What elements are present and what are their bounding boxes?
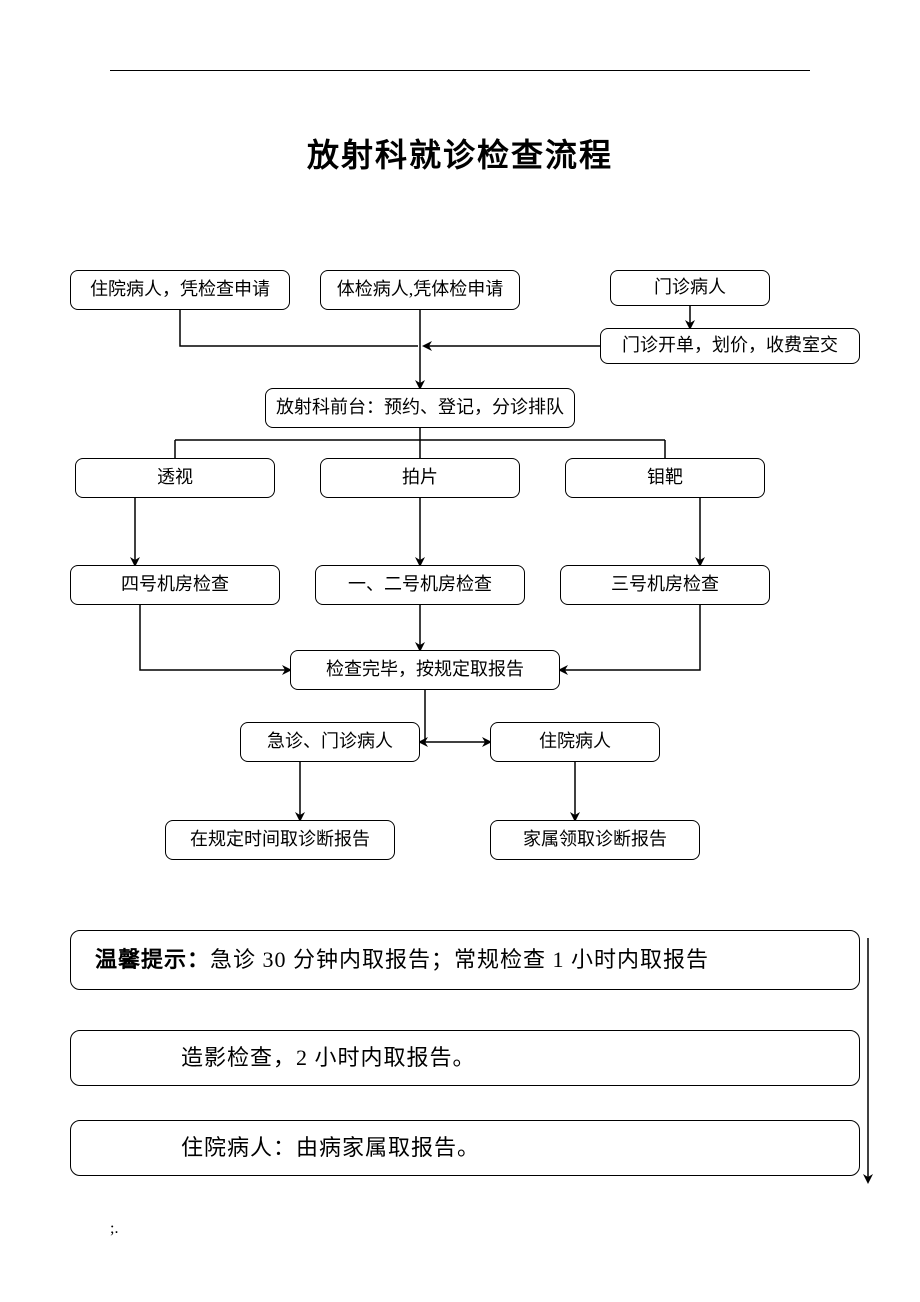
note-box-1: 温馨提示： 急诊 30 分钟内取报告；常规检查 1 小时内取报告 (70, 930, 860, 990)
footer-mark: ;. (110, 1220, 118, 1238)
flow-node-n10: 一、二号机房检查 (315, 565, 525, 605)
flowchart: 住院病人，凭检查申请体检病人,凭体检申请 门诊病人门诊开单，划价，收费室交放射科前… (0, 0, 920, 1302)
flow-node-n3: 门诊病人 (610, 270, 770, 306)
page: 放射科就诊检查流程 (0, 0, 920, 1302)
flow-node-n2: 体检病人,凭体检申请 (320, 270, 520, 310)
flow-node-n13: 急诊、门诊病人 (240, 722, 420, 762)
note-text: 造影检查，2 小时内取报告。 (181, 1044, 476, 1073)
note-text: 急诊 30 分钟内取报告；常规检查 1 小时内取报告 (210, 946, 709, 975)
note-text: 住院病人：由病家属取报告。 (181, 1134, 480, 1163)
note-box-3: 住院病人：由病家属取报告。 (70, 1120, 860, 1176)
flow-node-n15: 在规定时间取诊断报告 (165, 820, 395, 860)
flow-node-n16: 家属领取诊断报告 (490, 820, 700, 860)
flow-node-n1: 住院病人，凭检查申请 (70, 270, 290, 310)
flow-node-n12: 检查完毕，按规定取报告 (290, 650, 560, 690)
flow-node-n11: 三号机房检查 (560, 565, 770, 605)
flow-node-n5: 放射科前台：预约、登记，分诊排队 (265, 388, 575, 428)
flow-node-n4: 门诊开单，划价，收费室交 (600, 328, 860, 364)
note-lead: 温馨提示： (95, 946, 210, 975)
flow-node-n14: 住院病人 (490, 722, 660, 762)
flow-node-n8: 钼靶 (565, 458, 765, 498)
flow-node-n7: 拍片 (320, 458, 520, 498)
flow-node-n6: 透视 (75, 458, 275, 498)
note-box-2: 造影检查，2 小时内取报告。 (70, 1030, 860, 1086)
flow-node-n9: 四号机房检查 (70, 565, 280, 605)
